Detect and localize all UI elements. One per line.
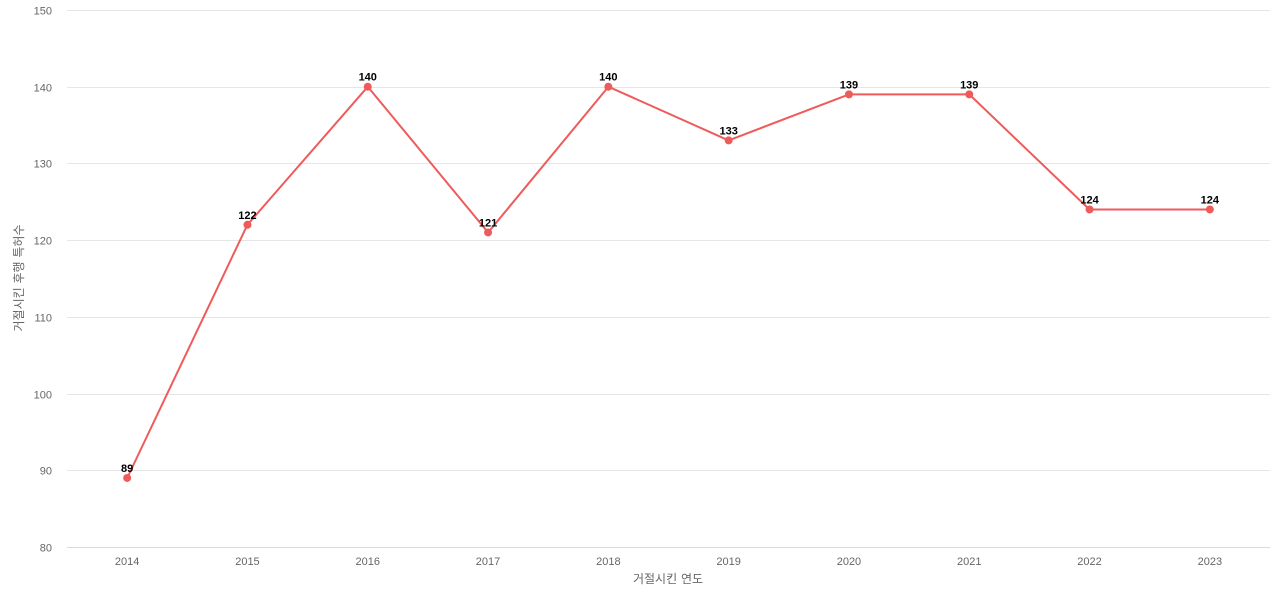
x-tick-label: 2017 (476, 556, 500, 568)
data-point[interactable] (243, 220, 252, 229)
x-tick-label: 2023 (1198, 556, 1222, 568)
data-labels: 89 122 140 121 140 133 139 139 124 124 (121, 72, 1220, 475)
y-tick-label: 120 (34, 236, 52, 248)
y-axis-ticks: 80 90 100 110 120 130 140 150 (34, 6, 52, 555)
data-label: 140 (359, 72, 377, 84)
x-tick-label: 2019 (716, 556, 740, 568)
x-tick-label: 2021 (957, 556, 981, 568)
data-label: 121 (479, 217, 497, 229)
data-label: 139 (960, 79, 978, 91)
gridlines (67, 10, 1270, 548)
y-tick-label: 140 (34, 83, 52, 95)
data-point[interactable] (1205, 205, 1214, 214)
y-tick-label: 130 (34, 159, 52, 171)
y-tick-label: 90 (40, 466, 52, 478)
y-axis-title: 거절시킨 후행 특허수 (11, 225, 26, 332)
x-tick-label: 2022 (1077, 556, 1101, 568)
y-tick-label: 110 (34, 313, 52, 325)
data-label: 133 (719, 125, 737, 137)
y-tick-label: 100 (34, 390, 52, 402)
data-label: 139 (840, 79, 858, 91)
x-axis-ticks: 2014 2015 2016 2017 2018 2019 2020 2021 2022 2023 (115, 556, 1222, 568)
x-tick-label: 2018 (596, 556, 620, 568)
data-label: 89 (121, 463, 133, 475)
series (123, 82, 1214, 482)
x-tick-label: 2015 (235, 556, 259, 568)
data-label: 124 (1201, 194, 1220, 206)
data-point[interactable] (1085, 205, 1094, 214)
data-label: 124 (1080, 194, 1099, 206)
x-axis-title: 거절시킨 연도 (633, 572, 703, 586)
y-tick-label: 150 (34, 6, 52, 18)
data-point[interactable] (604, 82, 613, 91)
data-label: 140 (599, 72, 617, 84)
data-point[interactable] (844, 90, 853, 99)
data-point[interactable] (965, 90, 974, 99)
x-tick-label: 2016 (356, 556, 380, 568)
data-point[interactable] (123, 473, 132, 482)
data-point[interactable] (363, 82, 372, 91)
series-line (126, 85, 1211, 479)
data-point[interactable] (724, 136, 733, 145)
data-label: 122 (238, 210, 256, 222)
x-tick-label: 2020 (837, 556, 861, 568)
x-tick-label: 2014 (115, 556, 139, 568)
y-tick-label: 80 (40, 543, 52, 555)
data-point[interactable] (484, 228, 493, 237)
